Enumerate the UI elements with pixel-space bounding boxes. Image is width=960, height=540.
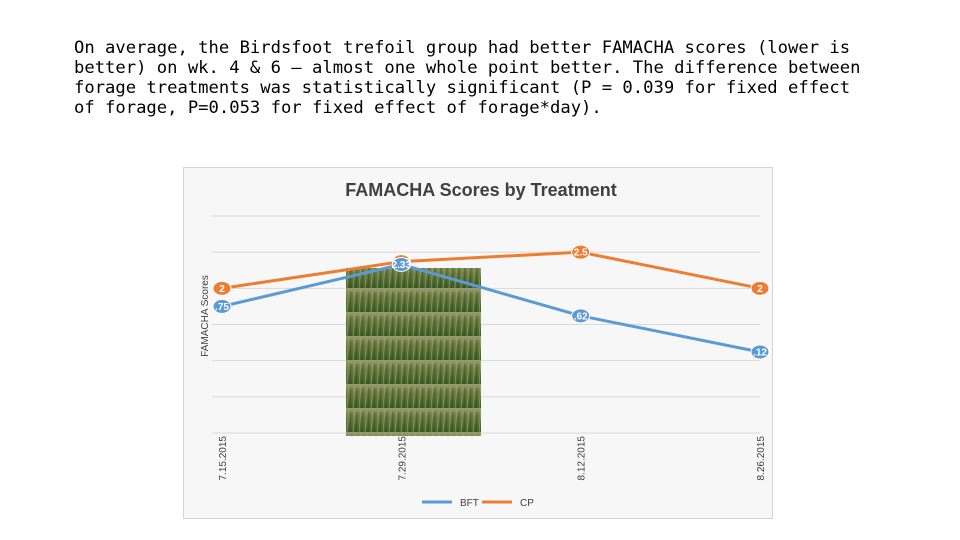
data-label-cp: 2	[757, 284, 763, 295]
x-tick-label: 8.12.2015	[577, 436, 588, 481]
data-point-cp	[212, 280, 232, 296]
chart-container: FAMACHA Scores by Treatment 22.372.52.75…	[183, 167, 773, 519]
chart-title: FAMACHA Scores by Treatment	[345, 180, 616, 200]
x-tick-label: 7.15.2015	[218, 436, 229, 481]
data-point-cp	[571, 244, 591, 260]
data-label-cp: 2.5	[574, 248, 588, 259]
grass-photo	[346, 268, 481, 436]
data-label-bft: 2.33	[392, 260, 412, 271]
data-point-bft	[571, 308, 591, 324]
x-tick-label: 8.26.2015	[756, 436, 767, 481]
slide-paragraph: On average, the Birdsfoot trefoil group …	[74, 38, 861, 118]
series-group: 22.372.52.752.33.62.12	[212, 244, 770, 360]
data-point-bft	[750, 344, 770, 360]
legend-label-cp: CP	[520, 498, 534, 509]
famacha-line-chart: FAMACHA Scores by Treatment 22.372.52.75…	[200, 180, 770, 509]
y-axis-label: FAMACHA Scores	[200, 275, 211, 357]
x-tick-labels: 7.15.2015 7.29.2015 8.12.2015 8.26.2015	[218, 436, 767, 481]
data-point-cp	[750, 280, 770, 296]
series-line-bft	[221, 262, 761, 354]
x-tick-label: 7.29.2015	[397, 436, 408, 481]
data-label-bft: .75	[215, 302, 229, 313]
legend: BFT CP	[422, 498, 534, 509]
data-point-bft	[212, 298, 232, 314]
data-point-bft	[391, 256, 411, 272]
data-label-bft: .12	[753, 347, 767, 358]
data-label-cp: 2	[219, 284, 225, 295]
legend-label-bft: BFT	[460, 498, 479, 509]
gridlines	[212, 215, 760, 434]
data-label-bft: .62	[574, 311, 588, 322]
series-line-cp	[221, 250, 761, 290]
